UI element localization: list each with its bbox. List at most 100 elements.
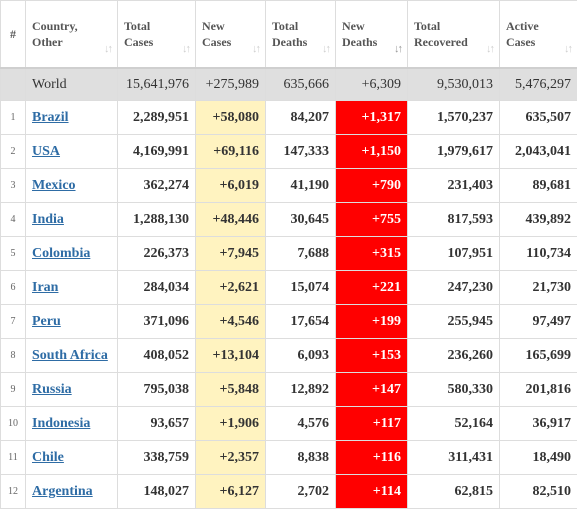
- table-row: 10 Indonesia 93,657 +1,906 4,576 +117 52,164 36…: [0, 406, 577, 441]
- new-deaths-cell: +114: [335, 474, 408, 509]
- total-recovered-cell: 247,230: [407, 270, 500, 305]
- country-link[interactable]: Argentina: [32, 483, 93, 499]
- new-cases-cell: +4,546: [195, 304, 266, 339]
- total-recovered-cell: 231,403: [407, 168, 500, 203]
- rank-cell: 10: [0, 406, 26, 441]
- country-link[interactable]: India: [32, 211, 64, 227]
- country-cell: Peru: [25, 304, 118, 339]
- country-link[interactable]: Iran: [32, 279, 59, 295]
- total-deaths-cell: 17,654: [265, 304, 336, 339]
- table-row: 8 South Africa 408,052 +13,104 6,093 +153 236,…: [0, 338, 577, 373]
- total-cases-cell: 226,373: [117, 236, 196, 271]
- active-cases-cell: 89,681: [499, 168, 577, 203]
- total-deaths-cell: 7,688: [265, 236, 336, 271]
- country-link[interactable]: Indonesia: [32, 415, 91, 431]
- country-cell: Iran: [25, 270, 118, 305]
- total-cases-cell: 2,289,951: [117, 100, 196, 135]
- total-recovered-cell: 311,431: [407, 440, 500, 475]
- country-cell: Brazil: [25, 100, 118, 135]
- table-row: 12 Argentina 148,027 +6,127 2,702 +114 62,815 8…: [0, 474, 577, 509]
- sort-active-icon[interactable]: ↓↑: [394, 43, 403, 55]
- header-new-cases[interactable]: New Cases ↓↑: [195, 0, 266, 69]
- new-cases-cell: +48,446: [195, 202, 266, 237]
- total-cases-cell: 408,052: [117, 338, 196, 373]
- country-link[interactable]: Brazil: [32, 109, 69, 125]
- rank-cell: 8: [0, 338, 26, 373]
- sort-icon[interactable]: ↓↑: [564, 43, 573, 55]
- country-link[interactable]: Russia: [32, 381, 72, 397]
- total-cases-cell: 15,641,976: [117, 67, 196, 101]
- total-deaths-cell: 2,702: [265, 474, 336, 509]
- total-recovered-cell: 255,945: [407, 304, 500, 339]
- new-deaths-cell: +755: [335, 202, 408, 237]
- country-link[interactable]: Colombia: [32, 245, 91, 261]
- header-rank[interactable]: #: [0, 0, 26, 69]
- country-link[interactable]: USA: [32, 143, 61, 159]
- country-cell: Mexico: [25, 168, 118, 203]
- table-row: 4 India 1,288,130 +48,446 30,645 +755 817,593 4…: [0, 202, 577, 237]
- rank-cell: 6: [0, 270, 26, 305]
- country-cell: USA: [25, 134, 118, 169]
- sort-icon[interactable]: ↓↑: [322, 43, 331, 55]
- active-cases-cell: 201,816: [499, 372, 577, 407]
- total-cases-cell: 371,096: [117, 304, 196, 339]
- new-cases-cell: +69,116: [195, 134, 266, 169]
- header-country[interactable]: Country, Other ↓↑: [25, 0, 118, 69]
- new-deaths-cell: +315: [335, 236, 408, 271]
- country-cell: India: [25, 202, 118, 237]
- total-deaths-cell: 635,666: [265, 67, 336, 101]
- table-row: 1 Brazil 2,289,951 +58,080 84,207 +1,317 1,570…: [0, 100, 577, 135]
- table-row: 6 Iran 284,034 +2,621 15,074 +221 247,230 21,73…: [0, 270, 577, 305]
- country-link[interactable]: Chile: [32, 449, 64, 465]
- sort-icon[interactable]: ↓↑: [182, 43, 191, 55]
- table-row: 2 USA 4,169,991 +69,116 147,333 +1,150 1,979,6…: [0, 134, 577, 169]
- country-cell: Chile: [25, 440, 118, 475]
- total-recovered-cell: 1,570,237: [407, 100, 500, 135]
- new-cases-cell: +1,906: [195, 406, 266, 441]
- table-row: 11 Chile 338,759 +2,357 8,838 +116 311,431 18,4…: [0, 440, 577, 475]
- active-cases-cell: 18,490: [499, 440, 577, 475]
- total-cases-cell: 284,034: [117, 270, 196, 305]
- header-active-cases[interactable]: Active Cases ↓↑: [499, 0, 577, 69]
- new-deaths-cell: +1,317: [335, 100, 408, 135]
- active-cases-cell: 165,699: [499, 338, 577, 373]
- country-link[interactable]: Peru: [32, 313, 61, 329]
- header-total-recovered[interactable]: Total Recovered ↓↑: [407, 0, 500, 69]
- total-cases-cell: 795,038: [117, 372, 196, 407]
- table-body: World 15,641,976 +275,989 635,666 +6,309…: [0, 67, 577, 509]
- total-cases-cell: 338,759: [117, 440, 196, 475]
- country-cell: Russia: [25, 372, 118, 407]
- sort-icon[interactable]: ↓↑: [252, 43, 261, 55]
- active-cases-cell: 5,476,297: [499, 67, 577, 101]
- total-deaths-cell: 8,838: [265, 440, 336, 475]
- header-new-deaths[interactable]: New Deaths ↓↑: [335, 0, 408, 69]
- table-row: 5 Colombia 226,373 +7,945 7,688 +315 107,951 11…: [0, 236, 577, 271]
- rank-cell: 9: [0, 372, 26, 407]
- new-deaths-cell: +6,309: [335, 67, 408, 101]
- table-header-row: # Country, Other ↓↑ Total Cases ↓↑ New C…: [0, 0, 577, 69]
- total-recovered-cell: 580,330: [407, 372, 500, 407]
- country-cell: World: [25, 67, 118, 101]
- total-deaths-cell: 12,892: [265, 372, 336, 407]
- new-deaths-cell: +153: [335, 338, 408, 373]
- country-link[interactable]: Mexico: [32, 177, 76, 193]
- sort-icon[interactable]: ↓↑: [486, 43, 495, 55]
- active-cases-cell: 36,917: [499, 406, 577, 441]
- total-deaths-cell: 4,576: [265, 406, 336, 441]
- world-total-row: World 15,641,976 +275,989 635,666 +6,309…: [0, 67, 577, 101]
- header-total-deaths[interactable]: Total Deaths ↓↑: [265, 0, 336, 69]
- total-cases-cell: 148,027: [117, 474, 196, 509]
- table-row: 3 Mexico 362,274 +6,019 41,190 +790 231,403 89,…: [0, 168, 577, 203]
- total-deaths-cell: 147,333: [265, 134, 336, 169]
- total-recovered-cell: 52,164: [407, 406, 500, 441]
- total-recovered-cell: 236,260: [407, 338, 500, 373]
- new-cases-cell: +2,621: [195, 270, 266, 305]
- new-cases-cell: +6,019: [195, 168, 266, 203]
- country-cell: Indonesia: [25, 406, 118, 441]
- new-deaths-cell: +1,150: [335, 134, 408, 169]
- header-total-cases[interactable]: Total Cases ↓↑: [117, 0, 196, 69]
- sort-icon[interactable]: ↓↑: [104, 43, 113, 55]
- new-deaths-cell: +199: [335, 304, 408, 339]
- country-link[interactable]: South Africa: [32, 347, 108, 363]
